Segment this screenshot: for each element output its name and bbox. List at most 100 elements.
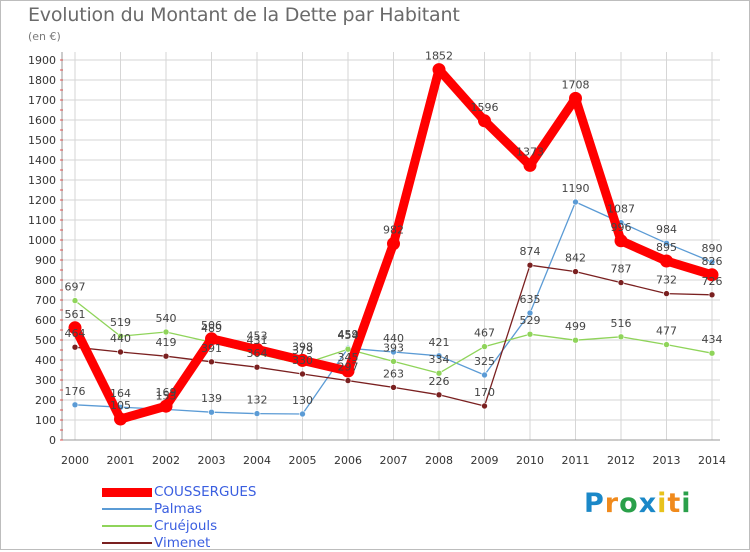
data-label: 561 — [65, 308, 86, 321]
legend-label: Palmas — [154, 501, 203, 517]
y-tick-label: 1800 — [28, 74, 56, 87]
data-point — [478, 114, 491, 128]
data-label: 440 — [383, 332, 404, 345]
data-label: 1087 — [607, 203, 635, 216]
x-tick-label: 2011 — [562, 454, 590, 467]
y-tick-label: 1500 — [28, 134, 56, 147]
chart-subtitle: (en €) — [28, 30, 61, 43]
data-point — [526, 261, 534, 269]
data-label: 139 — [201, 392, 222, 405]
x-tick-label: 2005 — [289, 454, 317, 467]
data-point — [663, 290, 670, 297]
x-tick-label: 2006 — [334, 454, 362, 467]
data-label: 984 — [656, 223, 677, 236]
data-label: 398 — [292, 340, 313, 353]
data-point — [572, 268, 579, 275]
y-tick-label: 1700 — [28, 94, 56, 107]
data-point — [481, 343, 488, 350]
legend-swatch — [102, 508, 152, 510]
data-point — [390, 384, 397, 391]
y-tick-label: 1400 — [28, 154, 56, 167]
x-tick-label: 2000 — [61, 454, 89, 467]
data-label: 540 — [156, 312, 177, 325]
x-tick-label: 2007 — [380, 454, 408, 467]
data-label: 434 — [702, 333, 723, 346]
data-point — [617, 279, 625, 286]
x-tick-label: 2012 — [607, 454, 635, 467]
y-tick-label: 500 — [35, 334, 56, 347]
data-point — [253, 410, 261, 417]
data-label: 635 — [520, 293, 541, 306]
data-label: 1190 — [562, 182, 590, 195]
data-point — [663, 341, 670, 348]
data-point — [205, 332, 218, 346]
data-label: 325 — [474, 355, 495, 368]
data-label: 330 — [292, 354, 313, 367]
legend-swatch — [102, 487, 152, 497]
data-label: 499 — [565, 320, 586, 333]
data-label: 477 — [656, 325, 677, 338]
data-label: 895 — [656, 241, 677, 254]
x-tick-label: 2010 — [516, 454, 544, 467]
data-point — [432, 63, 446, 77]
data-point — [569, 91, 582, 105]
data-point — [341, 364, 355, 378]
data-label: 130 — [292, 394, 313, 407]
data-label: 364 — [247, 347, 268, 360]
x-tick-label: 2008 — [425, 454, 453, 467]
data-label: 1373 — [516, 145, 544, 158]
x-tick-label: 2014 — [698, 454, 726, 467]
data-label: 334 — [429, 353, 450, 366]
data-point — [614, 234, 628, 248]
data-point — [114, 412, 127, 426]
data-point — [663, 239, 670, 247]
data-point — [390, 358, 397, 365]
data-label: 996 — [611, 221, 632, 234]
proxiti-logo: Proxiti — [584, 488, 692, 519]
data-label: 345 — [338, 351, 359, 364]
data-point — [526, 330, 534, 338]
data-label: 842 — [565, 252, 586, 265]
logo-letter: o — [619, 488, 639, 519]
data-point — [387, 237, 400, 251]
data-point — [208, 408, 215, 416]
data-point — [708, 258, 716, 266]
data-label: 890 — [702, 242, 723, 255]
data-label: 529 — [520, 314, 541, 327]
data-point — [617, 333, 625, 341]
y-tick-label: 900 — [35, 254, 56, 267]
y-tick-label: 1200 — [28, 194, 56, 207]
data-point — [117, 332, 124, 340]
data-label: 164 — [110, 387, 131, 400]
data-label: 153 — [156, 389, 177, 402]
data-label: 263 — [383, 367, 404, 380]
data-point — [435, 369, 443, 377]
y-tick-label: 800 — [35, 274, 56, 287]
data-label: 732 — [656, 274, 677, 287]
data-point — [435, 352, 443, 360]
data-label: 176 — [65, 385, 86, 398]
logo-letter: i — [657, 488, 668, 519]
y-tick-label: 700 — [35, 294, 56, 307]
data-label: 419 — [156, 336, 177, 349]
x-tick-label: 2009 — [471, 454, 499, 467]
data-label: 459 — [338, 328, 359, 341]
data-label: 1596 — [471, 101, 499, 114]
y-tick-label: 0 — [49, 434, 56, 447]
chart-title: Evolution du Montant de la Dette par Hab… — [28, 4, 460, 26]
data-label: 467 — [474, 327, 495, 340]
data-point — [71, 297, 79, 304]
logo-letter: r — [604, 488, 620, 519]
data-point — [435, 391, 443, 399]
data-point — [253, 363, 261, 371]
data-label: 1852 — [425, 50, 453, 63]
x-tick-label: 2003 — [198, 454, 226, 467]
y-tick-label: 300 — [35, 374, 56, 387]
data-label: 170 — [474, 386, 495, 399]
y-tick-label: 200 — [35, 394, 56, 407]
legend-label: Cruéjouls — [154, 518, 218, 534]
data-point — [299, 410, 306, 418]
data-label: 489 — [201, 322, 222, 335]
y-tick-label: 1900 — [28, 54, 56, 67]
